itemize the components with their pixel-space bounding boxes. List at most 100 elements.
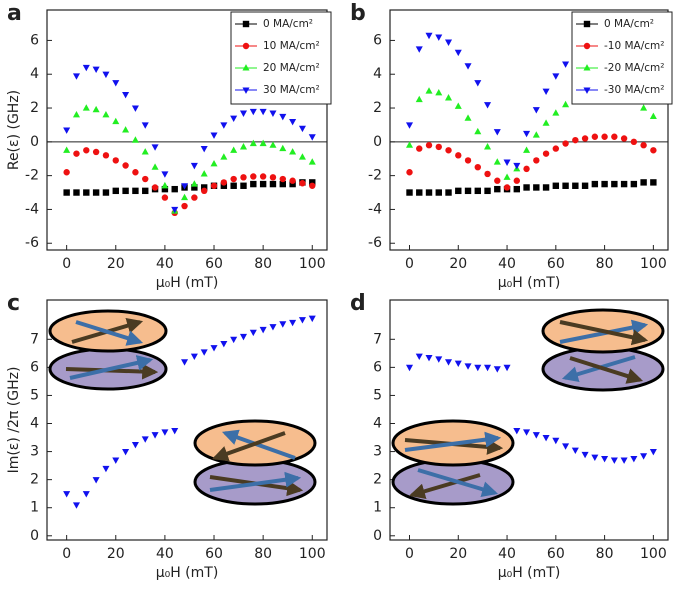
legend-label: 0 MA/cm²	[604, 18, 654, 30]
point	[230, 115, 238, 123]
panel-label: b	[350, 1, 366, 26]
inset	[48, 309, 168, 391]
point	[503, 173, 511, 180]
point	[571, 447, 579, 455]
legend-marker	[583, 20, 591, 28]
point	[591, 454, 599, 462]
point	[181, 193, 189, 201]
x-tick-label: 40	[156, 256, 174, 272]
point	[92, 477, 100, 484]
y-tick-label: -4	[368, 201, 382, 217]
point	[210, 182, 218, 189]
legend: 0 MA/cm² 10 MA/cm² 20 MA/cm² 30 MA/cm²	[230, 11, 332, 105]
point	[640, 453, 648, 460]
point	[249, 329, 257, 337]
point	[250, 173, 257, 180]
x-tick-label: 100	[640, 546, 667, 562]
point	[191, 194, 198, 201]
point	[513, 185, 521, 193]
point	[455, 152, 462, 159]
point	[141, 148, 149, 155]
point	[640, 104, 648, 111]
point	[601, 180, 608, 188]
point	[259, 173, 267, 180]
point	[562, 182, 569, 189]
legend-marker	[242, 20, 250, 28]
point	[640, 142, 647, 149]
point	[464, 63, 472, 70]
point	[83, 147, 90, 154]
y-tick-label: -6	[25, 235, 39, 251]
point	[83, 189, 90, 196]
point	[562, 100, 570, 108]
point	[161, 181, 169, 189]
point	[230, 336, 238, 344]
x-axis-label: μ₀H (mT)	[498, 275, 561, 291]
point	[601, 133, 608, 140]
point	[416, 189, 423, 196]
panel-label: c	[7, 291, 20, 316]
point	[259, 326, 267, 334]
point	[572, 136, 579, 144]
legend-label: 0 MA/cm²	[263, 18, 313, 30]
point	[102, 110, 110, 118]
point	[308, 158, 316, 165]
y-tick-label: 0	[30, 528, 39, 544]
point	[210, 159, 218, 167]
point	[279, 144, 287, 152]
y-tick-label: 7	[373, 331, 382, 347]
point	[289, 118, 297, 126]
point	[406, 169, 413, 176]
point	[102, 465, 110, 473]
point	[259, 180, 267, 188]
point	[230, 146, 238, 153]
point	[503, 159, 511, 166]
point	[581, 135, 589, 142]
point	[239, 143, 248, 150]
point	[250, 180, 257, 188]
panel: 0 20 40 60 80 100 0 1 2 3 4 5 6 7 μ₀H (mT) Im(ε) /2π (G…	[6, 291, 328, 581]
x-tick-label: 0	[405, 546, 414, 562]
point	[171, 427, 179, 435]
point	[405, 122, 414, 129]
point	[151, 432, 159, 439]
y-tick-label: 4	[30, 66, 39, 82]
point	[572, 182, 579, 189]
x-axis-label: μ₀H (mT)	[156, 275, 219, 291]
point	[151, 184, 159, 191]
point	[542, 434, 550, 442]
y-axis-label: Re(ε) (GHz)	[6, 90, 22, 170]
point	[445, 94, 453, 101]
point	[308, 134, 316, 141]
point	[493, 366, 501, 373]
y-tick-label: 0	[373, 134, 382, 150]
point	[542, 184, 550, 191]
point	[532, 131, 540, 138]
point	[405, 364, 414, 372]
point	[269, 180, 277, 188]
series	[406, 133, 657, 191]
point	[171, 185, 178, 193]
point	[513, 177, 521, 184]
point	[92, 189, 100, 196]
point	[601, 456, 609, 463]
y-tick-label: 6	[30, 32, 39, 48]
point	[455, 187, 462, 195]
point	[181, 202, 188, 210]
point	[454, 102, 462, 109]
point	[562, 443, 570, 450]
series	[63, 315, 316, 509]
point	[298, 125, 306, 133]
point	[425, 32, 433, 40]
point	[92, 105, 100, 113]
point	[581, 451, 589, 459]
series	[63, 147, 316, 217]
point	[210, 345, 218, 352]
point	[591, 180, 599, 188]
point	[161, 429, 169, 436]
legend-label: 30 MA/cm²	[263, 84, 320, 96]
x-tick-label: 80	[596, 546, 614, 562]
point	[445, 189, 452, 196]
series	[63, 64, 316, 214]
point	[533, 157, 540, 164]
